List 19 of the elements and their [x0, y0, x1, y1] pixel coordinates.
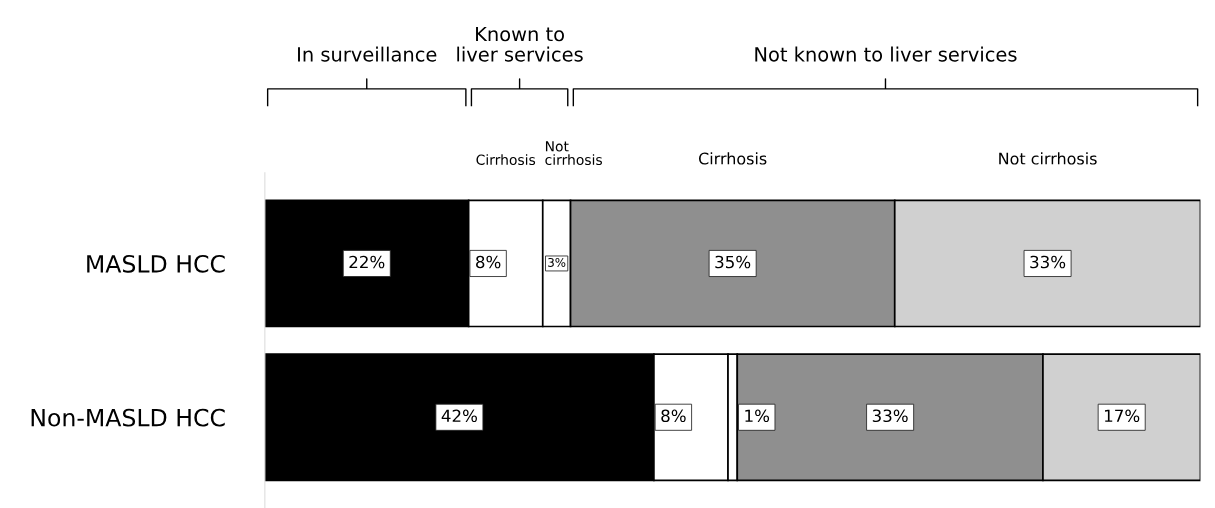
data-label: 17% — [1104, 409, 1140, 423]
data-label: 33% — [872, 409, 908, 423]
data-label: 8% — [661, 409, 686, 423]
data-label: 8% — [476, 255, 501, 269]
y-tick-label: MASLD HCC — [87, 254, 225, 273]
text: Cirrhosis — [698, 152, 767, 165]
data-label: 1% — [745, 409, 770, 423]
data-label: 35% — [715, 255, 751, 269]
data-label: 22% — [349, 255, 385, 269]
text: Known to liver services — [457, 26, 583, 62]
y-tick-label: Non-MASLD HCC — [31, 408, 225, 427]
text: Not known to liver services — [755, 46, 1017, 62]
text: In surveillance — [298, 46, 437, 62]
data-label: 42% — [441, 409, 477, 423]
data-label: 3% — [548, 257, 566, 267]
text: Cirrhosis — [476, 154, 536, 165]
text: Not cirrhosis — [999, 152, 1097, 165]
data-label: 33% — [1030, 255, 1066, 269]
text: Not cirrhosis — [545, 141, 602, 165]
